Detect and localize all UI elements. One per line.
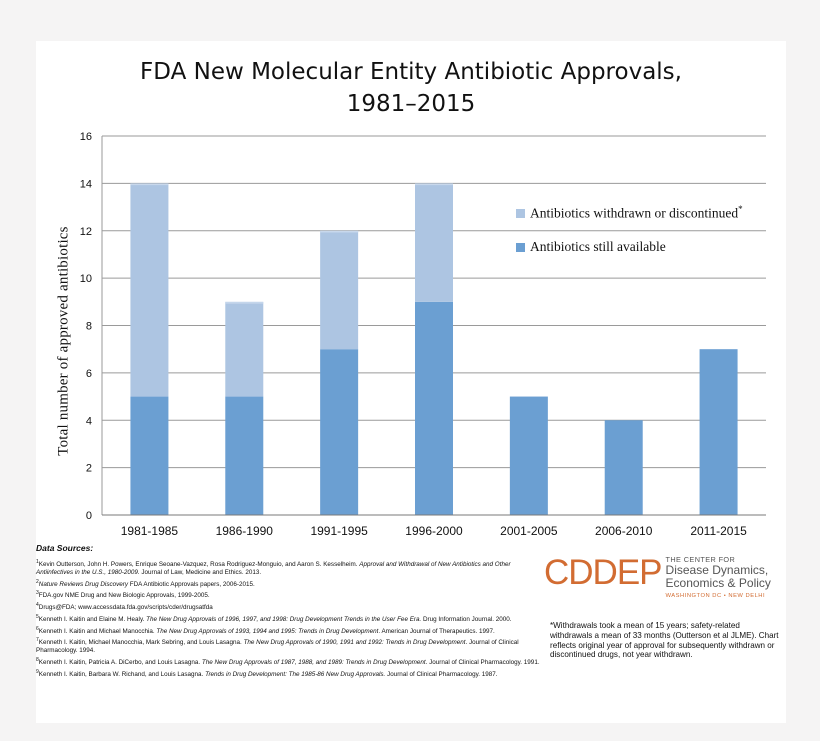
bar-withdrawn bbox=[320, 230, 359, 350]
bar-available bbox=[415, 301, 453, 515]
reference-item: 6Kenneth I. Kaitin and Michael Manocchia… bbox=[36, 625, 495, 635]
logo-line-3: Economics & Policy bbox=[665, 576, 771, 590]
x-tick-label: 1986-1990 bbox=[216, 524, 274, 538]
reference-item: 7Kenneth I. Kaitin, Michael Manocchia, M… bbox=[36, 637, 519, 655]
data-sources-heading: Data Sources: bbox=[36, 543, 94, 553]
legend-item-withdrawn: Antibiotics withdrawn or discontinued* bbox=[516, 204, 743, 222]
logo-line-1: THE CENTER FOR bbox=[665, 555, 736, 564]
bar-chart: 0 2 4 6 8 10 12 14 16 1981-1985 1986-1990 1991-1995… bbox=[80, 131, 766, 538]
y-tick-label: 8 bbox=[86, 321, 92, 333]
bar-withdrawn bbox=[225, 301, 264, 397]
x-tick-label: 2011-2015 bbox=[690, 524, 747, 538]
y-tick-label: 16 bbox=[80, 131, 92, 143]
chart-title: FDA New Molecular Entity Antibiotic Appr… bbox=[36, 56, 786, 120]
legend-label-available: Antibiotics still available bbox=[530, 239, 666, 254]
y-tick-label: 0 bbox=[86, 510, 92, 522]
bar-withdrawn bbox=[130, 183, 169, 397]
reference-item: 4Drugs@FDA; www.accessdata.fda.gov/scrip… bbox=[36, 602, 213, 612]
cddep-logo: CDDEP THE CENTER FOR Disease Dynamics, E… bbox=[544, 553, 771, 600]
x-tick-label: 1996-2000 bbox=[405, 524, 463, 538]
y-axis-title: Total number of approved antibiotics bbox=[55, 226, 72, 456]
x-tick-label: 2001-2005 bbox=[500, 524, 558, 538]
reference-item: 3FDA.gov NME Drug and New Biologic Appro… bbox=[36, 590, 210, 600]
logo-line-4: WASHINGTON DC • NEW DELHI bbox=[665, 593, 766, 599]
bar-available bbox=[320, 349, 359, 515]
legend-label-withdrawn: Antibiotics withdrawn or discontinued* bbox=[530, 204, 743, 221]
y-tick-label: 10 bbox=[80, 273, 92, 285]
logo-text: THE CENTER FOR Disease Dynamics, Economi… bbox=[665, 555, 771, 600]
bar-available bbox=[509, 396, 548, 515]
chart-title-line-1: FDA New Molecular Entity Antibiotic Appr… bbox=[140, 59, 682, 85]
y-tick-label: 14 bbox=[80, 178, 92, 190]
withdrawal-note: *Withdrawals took a mean of 15 years; sa… bbox=[550, 621, 779, 660]
chart-title-line-2: 1981–2015 bbox=[346, 91, 476, 117]
data-sources: Data Sources: 1Kevin Outterson, John H. … bbox=[36, 543, 540, 679]
bar-available bbox=[604, 420, 643, 515]
y-tick-label: 2 bbox=[86, 463, 92, 475]
bar-available bbox=[225, 396, 264, 515]
reference-item: 5Kenneth I. Kaitin and Elaine M. Healy. … bbox=[36, 613, 512, 623]
y-tick-label: 4 bbox=[86, 415, 92, 427]
logo-line-2: Disease Dynamics, bbox=[665, 563, 769, 577]
legend-item-available: Antibiotics still available bbox=[516, 238, 743, 256]
bar-withdrawn bbox=[415, 183, 453, 302]
reference-item: 1Kevin Outterson, John H. Powers, Enriqu… bbox=[36, 559, 511, 577]
legend-swatch-available bbox=[516, 242, 525, 252]
reference-item: 9Kenneth I. Kaitin, Barbara W. Richand, … bbox=[36, 668, 498, 678]
legend: Antibiotics withdrawn or discontinued* A… bbox=[516, 204, 743, 272]
x-tick-label: 2006-2010 bbox=[595, 524, 653, 538]
reference-list: 1Kevin Outterson, John H. Powers, Enriqu… bbox=[36, 558, 540, 679]
reference-item: 2Nature Reviews Drug Discovery FDA Antib… bbox=[36, 578, 255, 588]
legend-swatch-withdrawn bbox=[516, 208, 525, 218]
x-tick-label: 1991-1995 bbox=[310, 524, 368, 538]
x-tick-label: 1981-1985 bbox=[121, 524, 179, 538]
y-tick-label: 6 bbox=[86, 368, 92, 380]
logo-mark: CDDEP bbox=[544, 553, 663, 592]
bar-available bbox=[699, 349, 738, 515]
y-tick-label: 12 bbox=[80, 226, 92, 238]
bar-available bbox=[130, 396, 169, 515]
reference-item: 8Kenneth I. Kaitin, Patricia A. DiCerbo,… bbox=[36, 657, 540, 667]
chart-panel: FDA New Molecular Entity Antibiotic Appr… bbox=[36, 41, 786, 723]
